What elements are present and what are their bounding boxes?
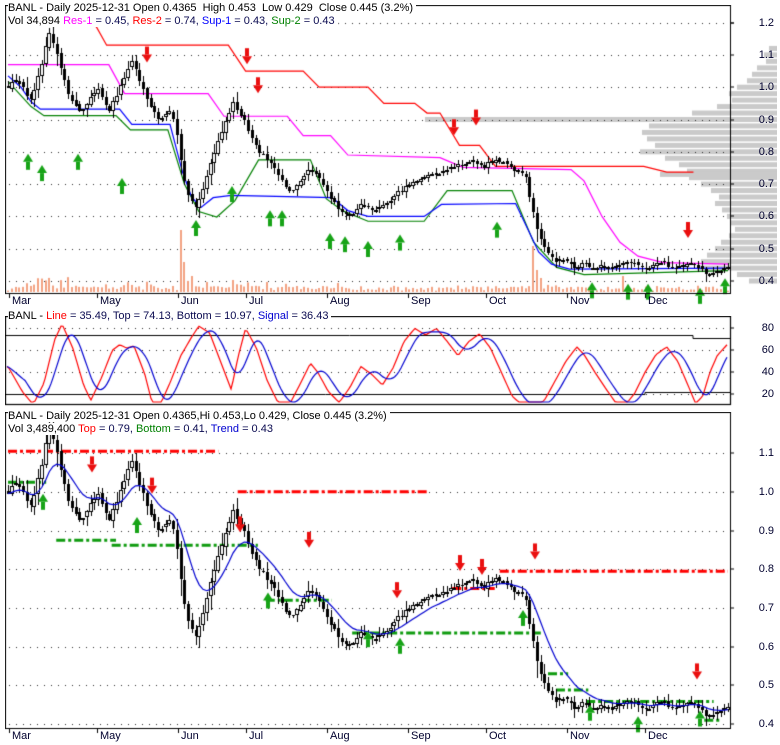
main-x-month-label: Jun [181,295,199,307]
main-x-month-label: Sep [411,295,431,307]
main-x-month-label: May [100,295,121,307]
oscillator-y-tick-label: 20 [761,387,774,400]
indicator-token: Line [46,310,67,322]
secondary-y-tick-label: 0.8 [758,563,774,576]
indicator-token: Res-1 [63,15,93,27]
secondary-x-month-label: Nov [570,730,590,742]
main-y-tick-label: 0.4 [758,275,774,287]
main-y-tick-label: 0.8 [758,145,774,158]
main-price-chart-canvas[interactable] [5,5,777,310]
indicator-token: Vol 34,894 [8,15,64,27]
indicator-token: Vol 3,489,400 [8,423,79,435]
indicator-token: Signal [257,310,289,322]
indicator-token: = 35.49, Top = 74.13, Bottom = 10.97, [66,310,258,322]
main-y-tick-label: 0.9 [758,113,774,126]
oscillator-y-tick-label: 60 [761,344,774,357]
indicator-token: Sup-2 [271,15,301,27]
secondary-y-tick-label: 0.9 [758,524,774,537]
oscillator-title: BANL - Line = 35.49, Top = 74.13, Bottom… [8,310,332,322]
secondary-y-tick-label: 1.0 [758,485,774,498]
indicator-token: Bottom [135,423,171,435]
indicator-token: BANL - [8,310,47,322]
secondary-x-month-label: Jun [181,730,199,742]
secondary-x-month-label: Mar [12,730,31,742]
secondary-x-month-label: Sep [411,730,431,742]
main-x-month-label: Jul [249,295,264,307]
indicator-token: Top [78,423,96,435]
oscillator-y-tick-label: 80 [761,322,774,335]
indicator-token: Sup-1 [201,15,232,27]
indicator-token: = 0.41, [170,423,211,435]
oscillator-y-tick-label: 40 [761,366,774,378]
secondary-y-tick-label: 0.6 [758,640,774,653]
secondary-x-month-label: Aug [330,730,350,742]
secondary-x-month-label: Dec [648,730,668,742]
secondary-chart-indicator-readout: Vol 3,489,400 Top = 0.79, Bottom = 0.41,… [8,423,276,435]
indicator-token: Trend [210,423,240,435]
main-x-month-label: Oct [489,295,507,307]
main-chart-indicator-readout: Vol 34,894 Res-1 = 0.45, Res-2 = 0.74, S… [8,15,338,27]
secondary-x-month-label: Jul [249,730,264,742]
indicator-token: = 0.43 [239,423,273,435]
indicator-token: = 0.74, [161,15,202,27]
oscillator-chart-canvas[interactable] [5,316,777,408]
secondary-chart-title: BANL - Daily 2025-12-31 Open 0.4365,Hi 0… [8,410,390,422]
secondary-y-tick-label: 1.1 [758,447,774,460]
secondary-x-month-label: Oct [489,730,507,742]
secondary-y-tick-label: 0.5 [758,679,774,692]
main-x-month-label: Aug [330,295,350,307]
main-x-month-label: Mar [12,295,31,307]
main-x-month-label: Nov [570,295,590,307]
main-y-tick-label: 1.1 [758,48,774,61]
secondary-y-tick-label: 0.7 [758,601,774,614]
main-x-month-label: Dec [648,295,668,307]
main-y-tick-label: 1.2 [758,16,774,29]
indicator-token: = 36.43 [288,310,329,322]
indicator-token: = 0.43 [300,15,335,27]
main-y-tick-label: 0.5 [758,242,774,255]
secondary-y-tick-label: 0.4 [758,718,774,730]
indicator-token: Res-2 [132,15,162,27]
indicator-token: = 0.43, [231,15,272,27]
main-y-tick-label: 1.0 [758,81,774,94]
secondary-price-chart-canvas[interactable] [5,412,777,745]
indicator-token: = 0.79, [95,423,136,435]
indicator-token: = 0.45, [92,15,133,27]
main-chart-title: BANL - Daily 2025-12-31 Open 0.4365 High… [8,2,417,14]
main-y-tick-label: 0.7 [758,178,774,191]
main-y-tick-label: 0.6 [758,210,774,223]
secondary-x-month-label: May [100,730,121,742]
